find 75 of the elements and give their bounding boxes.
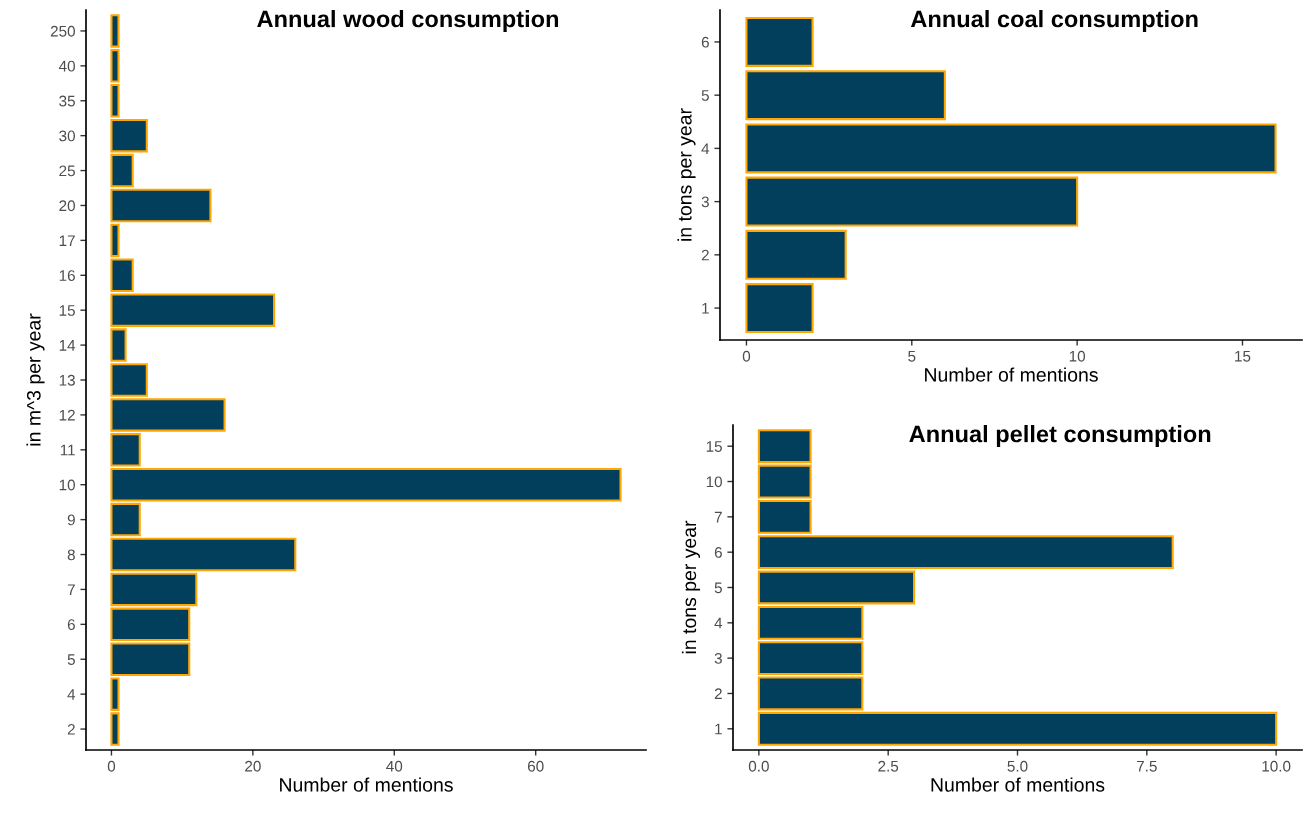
y-tick-label: 4: [67, 689, 76, 700]
chart-title: Annual pellet consumption: [909, 425, 1211, 448]
y-tick-label: 40: [58, 60, 75, 72]
x-tick-label: 10: [1069, 350, 1086, 362]
x-tick-label: 0: [107, 760, 116, 772]
y-tick-label: 5: [714, 582, 722, 594]
y-tick-label: 3: [701, 196, 709, 208]
bar: [745, 123, 1277, 174]
x-tick-label: 0.0: [748, 760, 769, 772]
y-tick-label: 15: [59, 305, 75, 316]
y-tick-label: 9: [67, 514, 75, 526]
bar: [110, 153, 134, 188]
y-tick-label: 3: [714, 653, 722, 664]
x-tick-label: 5.0: [1007, 760, 1028, 772]
y-axis-title: in tons per year: [677, 108, 696, 241]
y-tick-label: 10: [706, 476, 722, 488]
y-tick-label: 4: [714, 617, 723, 629]
y-tick-label: 6: [714, 547, 722, 558]
y-tick-label: 8: [67, 549, 75, 561]
y-tick-label: 35: [59, 95, 75, 107]
bar: [745, 229, 847, 280]
x-tick-label: 10.0: [1262, 760, 1291, 772]
bar: [110, 502, 141, 537]
chart-title: Annual coal consumption: [910, 10, 1198, 33]
y-tick-label: 13: [59, 374, 75, 386]
y-tick-label: 20: [59, 200, 75, 212]
y-tick-label: 15: [706, 441, 722, 452]
y-tick-label: 14: [59, 340, 76, 351]
bar: [757, 464, 812, 499]
y-tick-label: 5: [67, 654, 75, 665]
x-axis-title: Number of mentions: [280, 777, 453, 792]
y-tick-label: 16: [59, 270, 75, 281]
x-tick-label: 2.5: [878, 760, 899, 772]
x-tick-label: 40: [386, 760, 403, 772]
y-tick-label: 1: [715, 723, 722, 735]
x-tick-label: 20: [245, 760, 261, 772]
y-tick-label: 250: [50, 25, 75, 37]
bar: [745, 176, 1079, 227]
bar: [110, 537, 297, 572]
y-tick-label: 6: [701, 36, 709, 48]
bar: [110, 572, 198, 607]
bar: [757, 429, 812, 464]
y-tick-label: 4: [701, 143, 710, 154]
y-tick-label: 6: [67, 619, 75, 631]
x-axis-title: Number of mentions: [925, 367, 1098, 382]
y-tick-label: 2: [67, 723, 75, 735]
y-tick-label: 7: [714, 511, 722, 523]
bar: [757, 711, 1278, 746]
y-tick-label: 2: [701, 249, 709, 261]
bar: [745, 283, 814, 334]
y-axis-title: in m^3 per year: [26, 313, 45, 446]
y-tick-label: 10: [59, 479, 75, 491]
x-tick-label: 60: [527, 760, 544, 772]
y-axis-title: in tons per year: [681, 520, 701, 654]
y-tick-label: 2: [714, 688, 722, 700]
y-tick-label: 7: [67, 584, 75, 595]
y-tick-label: 25: [59, 165, 75, 177]
y-tick-label: 12: [59, 409, 75, 421]
bar: [757, 676, 864, 711]
y-tick-label: 11: [60, 444, 75, 456]
x-axis-title: Number of mentions: [931, 777, 1105, 792]
y-tick-label: 30: [59, 130, 75, 142]
bar: [745, 16, 814, 67]
bar: [745, 70, 946, 121]
x-tick-label: 5: [908, 350, 916, 362]
bar: [757, 570, 916, 605]
y-tick-label: 17: [59, 235, 75, 246]
x-tick-label: 15: [1235, 350, 1251, 362]
x-tick-label: 7.5: [1136, 760, 1157, 772]
chart-title: Annual wood consumption: [257, 10, 559, 33]
bar: [110, 188, 212, 223]
y-tick-label: 1: [702, 303, 709, 314]
y-tick-label: 5: [701, 90, 709, 101]
bar: [110, 223, 120, 258]
x-tick-label: 0: [742, 350, 751, 362]
